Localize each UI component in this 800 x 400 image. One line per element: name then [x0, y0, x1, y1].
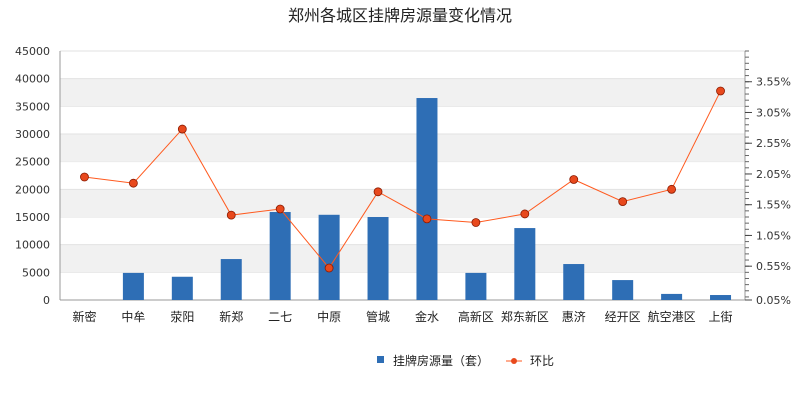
data-point: [716, 86, 725, 96]
bar: [367, 217, 389, 300]
bar: [563, 264, 585, 300]
category-label: 中牟: [121, 309, 145, 324]
category-label: 经开区: [605, 310, 641, 324]
data-point: [422, 214, 432, 224]
legend-bar-label: 挂牌房源量（套）: [393, 353, 489, 368]
data-point: [618, 197, 628, 207]
category-label: 上街: [709, 310, 733, 324]
data-point: [226, 210, 236, 220]
category-label: 二七: [268, 310, 292, 324]
bar: [465, 272, 487, 300]
right-tick-label: 3.55%: [756, 76, 791, 89]
right-axis: 0.05% 0.55% 1.05% 1.55% 2.05% 2.55% 3.05% 3.55%: [744, 50, 791, 307]
bar-series: [122, 98, 732, 301]
data-point: [520, 209, 530, 219]
category-label: 金水: [415, 309, 439, 324]
data-point: [177, 124, 187, 134]
data-point: [569, 175, 579, 184]
left-tick-label: 10000: [15, 239, 50, 252]
left-tick-label: 35000: [15, 100, 50, 113]
left-tick-label: 0: [43, 294, 50, 307]
left-tick-label: 20000: [15, 183, 50, 196]
bar: [661, 293, 683, 300]
bar: [514, 228, 536, 300]
data-point: [128, 178, 138, 188]
left-tick-label: 15000: [15, 211, 50, 224]
right-tick-label: 1.55%: [756, 199, 791, 212]
data-point: [373, 187, 383, 197]
right-tick-label: 2.05%: [756, 168, 791, 181]
right-tick-label: 0.55%: [756, 260, 791, 273]
bar: [612, 280, 634, 300]
bar: [416, 98, 438, 301]
left-tick-label: 5000: [22, 266, 50, 279]
grid-band: [60, 134, 745, 162]
data-point: [275, 204, 285, 214]
legend: 挂牌房源量（套） 环比: [377, 353, 554, 368]
grid-band: [60, 78, 745, 107]
category-label: 郑东新区: [501, 309, 549, 324]
bar: [122, 272, 144, 300]
category-label: 新郑: [219, 309, 243, 324]
category-label: 高新区: [458, 309, 494, 324]
data-point: [667, 184, 677, 194]
chart-title: 郑州各城区挂牌房源量变化情况: [288, 6, 512, 25]
legend-line-label: 环比: [530, 354, 554, 368]
category-label: 中原: [317, 309, 341, 324]
grid-band: [60, 189, 745, 217]
bar: [269, 212, 291, 300]
left-tick-label: 25000: [15, 156, 50, 169]
bar: [710, 295, 732, 300]
category-label: 管城: [366, 309, 390, 324]
left-tick-label: 30000: [15, 128, 50, 141]
data-point: [324, 263, 334, 273]
left-tick-label: 40000: [15, 73, 50, 86]
category-labels: 新密 中牟 荥阳 新郑 二七 中原 管城 金水 高新区 郑东新区 惠济 经开区 航空港区 上街: [72, 309, 732, 324]
left-tick-label: 45000: [15, 45, 50, 58]
data-point: [471, 218, 481, 227]
right-tick-label: 3.05%: [756, 106, 791, 119]
category-label: 新密: [72, 309, 96, 324]
legend-bar-swatch: [377, 356, 384, 363]
category-label: 荥阳: [170, 310, 194, 324]
right-tick-label: 1.05%: [756, 229, 791, 242]
bar: [220, 259, 242, 300]
grid-band: [60, 244, 745, 273]
data-point: [80, 172, 89, 182]
trend-line: [84, 90, 721, 269]
category-label: 航空港区: [648, 309, 696, 324]
category-label: 惠济: [562, 309, 586, 324]
grid-bands: [60, 50, 745, 273]
line-series: [80, 86, 725, 273]
right-tick-label: 0.05%: [756, 294, 791, 307]
bar: [171, 276, 193, 300]
right-tick-label: 2.55%: [756, 137, 791, 150]
bar: [318, 214, 340, 300]
legend-line-marker: [511, 358, 517, 364]
